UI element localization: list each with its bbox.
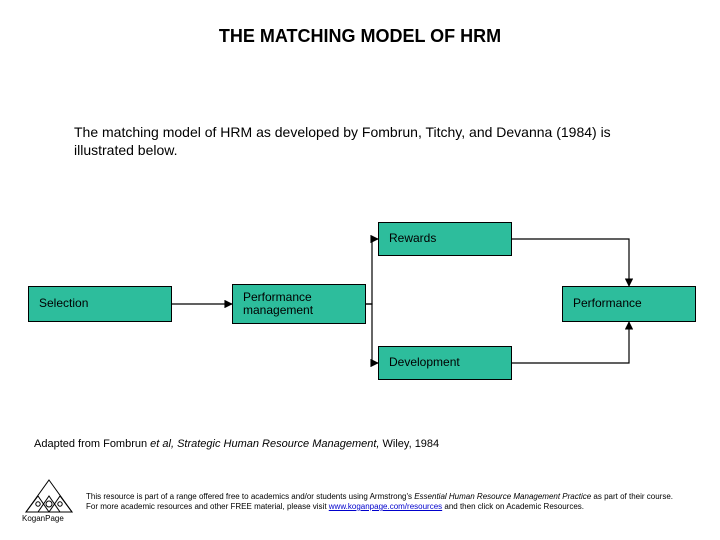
footer-resources-link[interactable]: www.koganpage.com/resources: [329, 502, 442, 511]
matching-model-diagram: Selection Performance management Rewards De…: [0, 0, 720, 540]
footer-line1a: This resource is part of a range offered…: [86, 492, 414, 501]
edge-perf_mgmt-to-development: [366, 304, 378, 363]
footer-line2b: and then click on Academic Resources.: [442, 502, 584, 511]
caption-italic: et al, Strategic Human Resource Manageme…: [150, 438, 379, 450]
edge-development-to-performance: [512, 322, 629, 363]
edge-rewards-to-performance: [512, 239, 629, 286]
footer-attribution: This resource is part of a range offered…: [86, 492, 706, 512]
caption-prefix: Adapted from Fombrun: [34, 438, 150, 450]
diagram-arrows: [0, 0, 720, 540]
node-rewards: Rewards: [378, 222, 512, 256]
footer-line1-italic: Essential Human Resource Management Prac…: [414, 492, 591, 501]
caption-suffix: Wiley, 1984: [379, 438, 439, 450]
footer-line2a: For more academic resources and other FR…: [86, 502, 329, 511]
footer-line1b: as part of their course.: [591, 492, 673, 501]
edge-perf_mgmt-to-rewards: [366, 239, 378, 304]
koganpage-logo: KoganPage: [22, 478, 76, 523]
diagram-caption: Adapted from Fombrun et al, Strategic Hu…: [34, 438, 439, 450]
node-performance: Performance: [562, 286, 696, 322]
node-development: Development: [378, 346, 512, 380]
node-selection: Selection: [28, 286, 172, 322]
node-perf_mgmt: Performance management: [232, 284, 366, 324]
koganpage-logo-icon: [22, 478, 76, 514]
koganpage-logo-label: KoganPage: [22, 514, 76, 523]
